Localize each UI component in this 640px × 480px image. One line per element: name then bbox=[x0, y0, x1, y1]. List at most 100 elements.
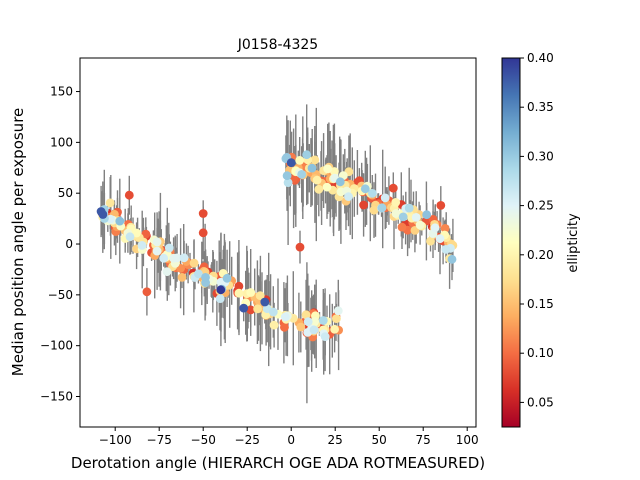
scatter-point bbox=[194, 269, 203, 279]
x-tick-label: −75 bbox=[147, 433, 172, 447]
scatter-point bbox=[411, 213, 421, 222]
scatter-point bbox=[198, 228, 208, 238]
scatter-point bbox=[295, 156, 305, 165]
scatter-point bbox=[239, 303, 249, 313]
scatter-point bbox=[201, 273, 210, 282]
scatter-point bbox=[430, 223, 440, 233]
colorbar-label: ellipticity bbox=[566, 213, 581, 273]
colorbar-tick-label: 0.30 bbox=[527, 149, 554, 163]
colorbar-tick-label: 0.20 bbox=[527, 248, 554, 262]
scatter-point bbox=[164, 243, 174, 253]
scatter-point bbox=[98, 210, 108, 219]
colorbar-tick-label: 0.05 bbox=[527, 395, 554, 409]
scatter-point bbox=[280, 312, 290, 322]
scatter-point bbox=[172, 253, 182, 263]
scatter-point bbox=[246, 288, 256, 297]
scatter-point bbox=[441, 245, 451, 254]
x-tick-label: 0 bbox=[287, 433, 295, 447]
scatter-point bbox=[253, 304, 262, 314]
scatter-point bbox=[268, 307, 278, 317]
scatter-point bbox=[322, 182, 332, 192]
scatter-point bbox=[330, 167, 339, 176]
scatter-point bbox=[422, 210, 432, 220]
scatter-point bbox=[330, 324, 339, 334]
y-tick-label: 50 bbox=[58, 186, 73, 200]
y-tick-label: −150 bbox=[40, 390, 73, 404]
scatter-point bbox=[314, 184, 324, 194]
scatter-point bbox=[447, 254, 457, 264]
data-points bbox=[96, 150, 458, 342]
scatter-point bbox=[159, 253, 169, 263]
scatter-point bbox=[368, 189, 377, 198]
plot-frame bbox=[79, 57, 477, 428]
scatter-point bbox=[234, 288, 244, 298]
y-tick-label: 150 bbox=[50, 85, 73, 99]
x-tick-label: −100 bbox=[99, 433, 132, 447]
y-axis-label: Median position angle per exposure bbox=[9, 108, 27, 377]
scatter-point bbox=[318, 316, 328, 325]
scatter-point bbox=[344, 192, 353, 202]
x-tick-label: 50 bbox=[372, 433, 387, 447]
scatter-point bbox=[189, 258, 199, 268]
colorbar-ticks: 0.05 0.10 0.15 0.20 0.25 0.30 0.35 0.40 bbox=[520, 51, 554, 409]
scatter-point bbox=[404, 203, 414, 213]
scatter-point bbox=[124, 190, 134, 200]
scatter-point bbox=[280, 322, 289, 332]
scatter-point bbox=[234, 281, 244, 291]
scatter-point bbox=[360, 184, 370, 194]
scatter-point bbox=[377, 203, 387, 213]
scatter-point bbox=[297, 170, 307, 179]
scatter-point bbox=[380, 193, 390, 203]
scatter-point bbox=[286, 158, 296, 168]
y-axis-ticks: −150 −100 −50 0 50 100 150 bbox=[40, 85, 80, 404]
scatter-point bbox=[309, 325, 319, 335]
scatter-point bbox=[391, 209, 401, 218]
scatter-point bbox=[162, 267, 172, 277]
scatter-point bbox=[142, 287, 152, 297]
x-tick-label: 75 bbox=[416, 433, 431, 447]
scatter-point bbox=[310, 317, 320, 326]
x-tick-label: −25 bbox=[235, 433, 260, 447]
colorbar-tick-label: 0.10 bbox=[527, 346, 554, 360]
x-axis-ticks: −100 −75 −50 −25 0 25 50 75 100 bbox=[99, 427, 479, 447]
scatter-point bbox=[222, 273, 232, 283]
scatter-point bbox=[391, 198, 401, 207]
scatter-point bbox=[302, 150, 312, 160]
y-tick-label: −100 bbox=[40, 339, 73, 353]
scatter-point bbox=[246, 305, 256, 315]
x-tick-label: 25 bbox=[328, 433, 343, 447]
scatter-point bbox=[260, 297, 270, 307]
scatter-point bbox=[323, 164, 333, 174]
scatter-point bbox=[312, 175, 322, 185]
colorbar bbox=[501, 57, 521, 428]
scatter-point bbox=[440, 224, 450, 233]
scatter-point bbox=[310, 155, 320, 165]
x-tick-label: 100 bbox=[456, 433, 479, 447]
scatter-point bbox=[282, 171, 292, 181]
scatter-point bbox=[115, 216, 125, 226]
scatter-point bbox=[283, 178, 293, 188]
scatter-point bbox=[179, 253, 189, 263]
scatter-point bbox=[435, 234, 445, 244]
scatter-point bbox=[295, 242, 305, 252]
scatter-point bbox=[296, 322, 306, 332]
scatter-point bbox=[137, 241, 147, 250]
scatter-point bbox=[125, 232, 135, 242]
scatter-point bbox=[436, 201, 446, 210]
x-axis-label: Derotation angle (HIERARCH OGE ADA ROTME… bbox=[71, 454, 485, 472]
scatter-point bbox=[152, 237, 162, 247]
scatter-point bbox=[216, 285, 226, 295]
colorbar-tick-label: 0.35 bbox=[527, 100, 554, 114]
scatter-point bbox=[132, 228, 142, 238]
x-tick-label: −50 bbox=[191, 433, 216, 447]
scatter-point bbox=[320, 332, 330, 341]
scatter-point bbox=[152, 246, 162, 256]
scatter-point bbox=[198, 209, 208, 218]
scatter-point bbox=[141, 229, 151, 239]
colorbar-tick-label: 0.15 bbox=[527, 297, 554, 311]
colorbar-tick-label: 0.25 bbox=[527, 199, 554, 213]
y-tick-label: 100 bbox=[50, 135, 73, 149]
scatter-point bbox=[359, 200, 368, 210]
colorbar-tick-label: 0.40 bbox=[527, 51, 554, 65]
scatter-point bbox=[333, 306, 343, 316]
